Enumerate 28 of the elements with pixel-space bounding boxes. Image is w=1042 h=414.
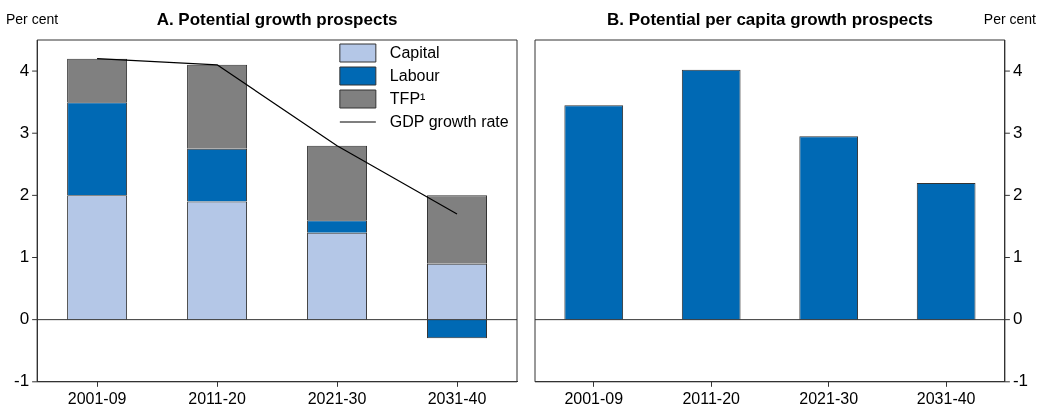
x-tick-label: 2001-09 <box>67 389 127 407</box>
y2-tick-label: -1 <box>1012 371 1029 391</box>
x-tick-label: 2031-40 <box>916 389 976 407</box>
y2-tick-label: 0 <box>1012 309 1023 329</box>
y-tick-label: 0 <box>19 309 30 329</box>
legend-label: GDP growth rate <box>389 113 509 131</box>
y2-tick-label: 3 <box>1012 122 1023 142</box>
x-tick-label: 2021-30 <box>799 389 859 407</box>
x-tick-label: 2011-20 <box>682 389 741 407</box>
x-tick-label: 2021-30 <box>307 389 367 407</box>
y-tick-label: 2 <box>19 185 30 205</box>
y-tick-label: 4 <box>19 60 30 80</box>
chart-title: B. Potential per capita growth prospects <box>607 9 933 29</box>
y2-tick-label: 1 <box>1012 247 1023 267</box>
chart-title: A. Potential growth prospects <box>156 9 398 29</box>
legend-label: Labour <box>389 67 441 85</box>
y-axis-title: Per cent <box>6 10 59 27</box>
y-tick-label: 1 <box>19 247 30 267</box>
x-tick-label: 2011-20 <box>188 389 246 407</box>
y-tick-label: -1 <box>13 371 30 391</box>
y-tick-label: 3 <box>19 122 30 142</box>
y2-axis-title: Per cent <box>983 10 1037 27</box>
y2-tick-label: 4 <box>1012 60 1023 80</box>
legend-label: Capital <box>389 44 440 62</box>
legend-label: TFP¹ <box>389 90 426 108</box>
x-tick-label: 2001-09 <box>564 389 624 407</box>
x-tick-label: 2031-40 <box>427 389 487 407</box>
y2-tick-label: 2 <box>1012 185 1023 205</box>
